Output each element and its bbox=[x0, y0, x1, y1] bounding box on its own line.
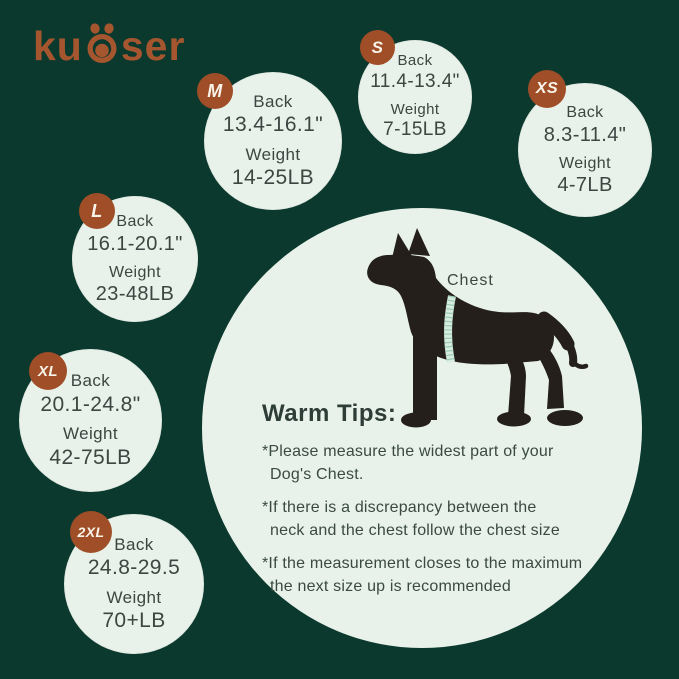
logo-text-prefix: ku bbox=[33, 22, 83, 69]
tape-measure-icon bbox=[444, 295, 456, 363]
warm-tip-line: *If the measurement closes to the maximu… bbox=[262, 555, 583, 572]
dog-ear-back bbox=[408, 228, 430, 256]
warm-tip: *If the measurement closes to the maximu… bbox=[262, 552, 607, 598]
dog-ear-front bbox=[392, 233, 412, 258]
back-label: Back bbox=[70, 371, 111, 391]
back-label: Back bbox=[114, 534, 154, 554]
weight-range: 42-75LB bbox=[49, 445, 132, 469]
back-label: Back bbox=[397, 52, 433, 70]
size-circle-m: M Back 13.4-16.1" Weight 14-25LB bbox=[197, 72, 342, 210]
size-circle-2xl: 2XL Back 24.8-29.5 Weight 70+LB bbox=[64, 511, 204, 654]
size-circle-xs: XS Back 8.3-11.4" Weight 4-7LB bbox=[518, 70, 652, 217]
back-label: Back bbox=[253, 91, 293, 111]
size-badge: 2XL bbox=[70, 511, 112, 553]
size-circle-l: L Back 16.1-20.1" Weight 23-48LB bbox=[72, 193, 198, 322]
weight-label: Weight bbox=[106, 587, 162, 607]
size-badge: XL bbox=[29, 352, 67, 390]
warm-tips-section: Warm Tips: *Please measure the widest pa… bbox=[262, 401, 607, 598]
weight-range: 7-15LB bbox=[383, 119, 447, 140]
warm-tip-line: *If there is a discrepancy between the bbox=[262, 499, 537, 516]
back-range: 8.3-11.4" bbox=[543, 123, 627, 146]
back-label: Back bbox=[116, 212, 154, 230]
size-circle-s: S Back 11.4-13.4" Weight 7-15LB bbox=[358, 30, 472, 154]
size-badge: XS bbox=[528, 70, 566, 108]
back-range: 16.1-20.1" bbox=[87, 232, 183, 255]
back-range: 13.4-16.1" bbox=[222, 113, 324, 137]
weight-range: 4-7LB bbox=[557, 174, 613, 197]
dog-silhouette bbox=[367, 228, 589, 428]
chest-label: Chest bbox=[447, 272, 494, 289]
weight-label: Weight bbox=[390, 100, 440, 118]
size-circle-xl: XL Back 20.1-24.8" Weight 42-75LB bbox=[19, 349, 162, 492]
back-label: Back bbox=[566, 103, 604, 121]
size-badge: M bbox=[197, 73, 233, 109]
warm-tip-line: Dog's Chest. bbox=[270, 466, 364, 483]
warm-tips-heading: Warm Tips: bbox=[262, 400, 397, 427]
weight-label: Weight bbox=[245, 144, 301, 164]
logo-text-suffix: ser bbox=[120, 22, 186, 69]
warm-tip-line: neck and the chest follow the chest size bbox=[270, 522, 560, 539]
size-badge: S bbox=[360, 30, 395, 65]
size-badge: L bbox=[79, 193, 115, 229]
back-range: 24.8-29.5 bbox=[87, 556, 181, 580]
warm-tip: *Please measure the widest part of your … bbox=[262, 440, 607, 486]
weight-label: Weight bbox=[109, 263, 161, 281]
warm-tip-line: *Please measure the widest part of your bbox=[262, 443, 554, 460]
weight-range: 70+LB bbox=[102, 609, 166, 633]
weight-range: 23-48LB bbox=[95, 283, 175, 306]
paw-icon bbox=[87, 23, 117, 63]
warm-tip-line: the next size up is recommended bbox=[270, 578, 511, 595]
back-range: 11.4-13.4" bbox=[370, 70, 460, 92]
weight-label: Weight bbox=[62, 424, 118, 443]
dog-tail bbox=[537, 311, 589, 370]
weight-range: 14-25LB bbox=[231, 166, 315, 190]
back-range: 20.1-24.8" bbox=[40, 392, 141, 416]
warm-tip: *If there is a discrepancy between the n… bbox=[262, 496, 607, 542]
weight-label: Weight bbox=[559, 154, 611, 172]
brand-logo: ku ser bbox=[33, 20, 185, 72]
